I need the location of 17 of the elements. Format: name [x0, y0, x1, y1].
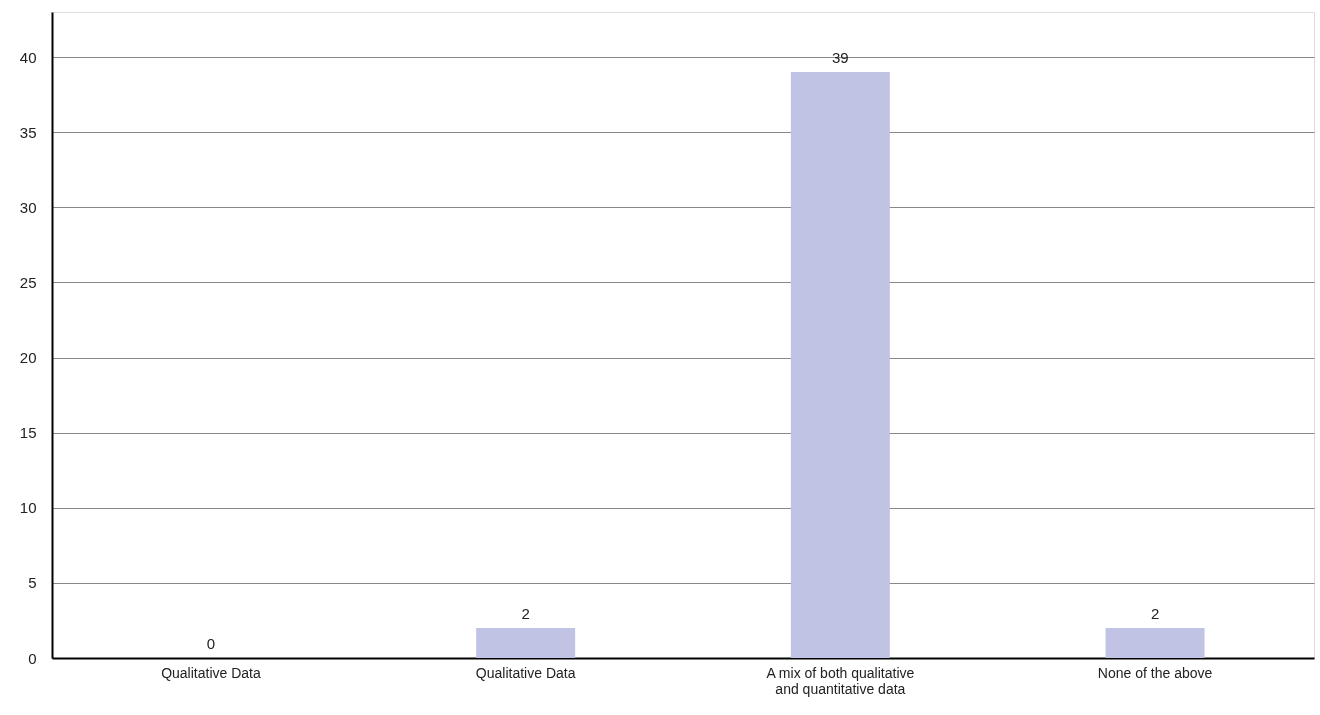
y-tick-label: 35: [19, 123, 37, 141]
x-tick-label: None of the above: [1097, 664, 1213, 681]
data-label: 39: [832, 49, 849, 67]
y-tick-label: 0: [28, 649, 37, 667]
y-tick-label: 15: [19, 424, 37, 442]
x-tick-label: Qualitative Data: [475, 664, 576, 681]
data-label: 0: [206, 635, 216, 652]
data-label: 2: [1150, 604, 1160, 622]
x-tick-label: A mix of both qualitative and quantitative data: [766, 664, 915, 697]
y-tick-label: 30: [19, 198, 37, 216]
y-tick-label: 25: [19, 273, 37, 291]
y-tick-label: 10: [19, 499, 37, 517]
data-label: 2: [521, 604, 530, 622]
y-tick-label: 40: [19, 48, 37, 66]
x-tick-label: Qualitative Data: [161, 664, 261, 681]
y-tick-label: 5: [28, 574, 37, 592]
y-tick-label: 20: [19, 349, 37, 367]
